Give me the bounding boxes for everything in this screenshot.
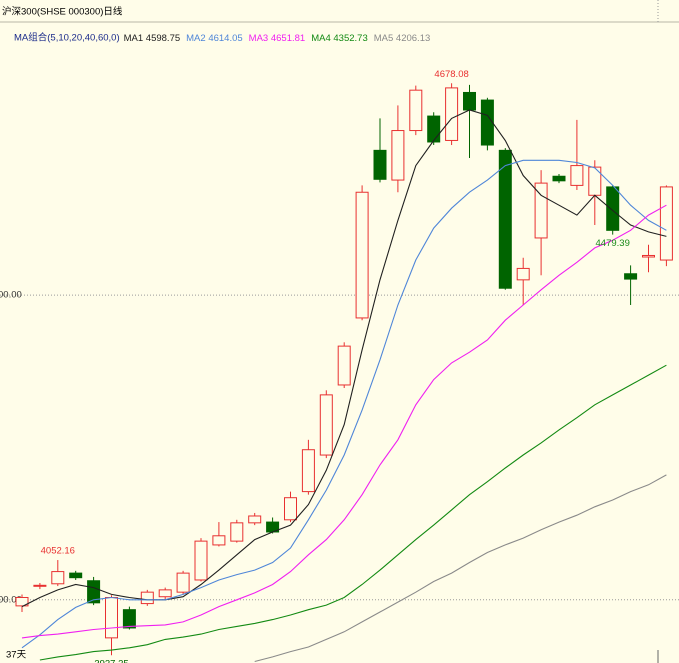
legend-entry: MA4 4352.73: [311, 33, 368, 44]
legend-entry: MA1 4598.75: [124, 33, 181, 44]
ma-line: [21, 159, 667, 649]
candle-body: [158, 589, 172, 598]
candle-body: [445, 87, 459, 141]
extreme-label: 4678.08: [434, 69, 468, 80]
candle-body: [624, 273, 638, 280]
legend-name: MA2: [186, 33, 206, 44]
ma-line: [39, 364, 667, 661]
legend-title: MA组合(5,10,20,40,60,0): [14, 32, 120, 44]
candle-body: [33, 584, 47, 587]
legend-entry: MA3 4651.81: [249, 33, 306, 44]
legend-value: 4651.81: [271, 33, 305, 44]
candle-body: [248, 515, 262, 524]
legend-value: 4614.05: [208, 33, 242, 44]
candle-body: [642, 254, 655, 258]
candle-body: [140, 591, 154, 605]
candle-body: [570, 165, 584, 186]
candle-body: [230, 522, 244, 542]
ma-line: [254, 474, 667, 663]
extreme-label: 4479.39: [596, 238, 630, 249]
ma-line: [21, 109, 667, 608]
candle-body: [87, 580, 101, 604]
legend-name: MA3: [249, 33, 269, 44]
candle-body: [319, 394, 333, 456]
candle-body: [301, 449, 315, 493]
candle-body: [284, 497, 297, 521]
legend-entry: MA2 4614.05: [186, 33, 243, 44]
candle-body: [122, 609, 136, 629]
candle-body: [176, 572, 190, 593]
candle-body: [194, 540, 208, 581]
candle-body: [409, 89, 423, 132]
y-tick-label: 00.00: [0, 290, 22, 301]
candle-body: [516, 267, 530, 281]
candle-body: [463, 91, 476, 111]
ma-line: [21, 204, 667, 639]
candle-body: [498, 149, 512, 289]
candle-body: [69, 572, 83, 579]
candle-body: [337, 345, 351, 386]
legend-value: 4598.75: [146, 33, 180, 44]
candle-body: [355, 191, 369, 319]
legend-value: 4206.13: [396, 33, 430, 44]
period-label: 37天: [6, 650, 27, 661]
candle-body: [373, 149, 387, 180]
candle-body: [659, 186, 673, 261]
y-tick-label: 00.00: [0, 594, 22, 605]
legend-name: MA4: [311, 33, 331, 44]
chart-title: 沪深300(SHSE 000300)日线: [2, 6, 123, 18]
legend-value: 4352.73: [333, 33, 367, 44]
legend-entry: MA5 4206.13: [374, 33, 431, 44]
extreme-label: 3927.25: [94, 659, 128, 663]
title-bar: [0, 0, 679, 22]
candle-body: [15, 596, 29, 607]
extreme-label: 4052.16: [41, 546, 75, 557]
candle-body: [391, 130, 405, 181]
candle-body: [427, 115, 441, 143]
candle-body: [552, 175, 566, 182]
candle-body: [51, 571, 65, 585]
legend-name: MA5: [374, 33, 394, 44]
legend-name: MA1: [124, 33, 144, 44]
candle-body: [105, 596, 118, 639]
candle-body: [480, 99, 494, 146]
candle-body: [606, 186, 620, 231]
candle-body: [212, 535, 226, 546]
